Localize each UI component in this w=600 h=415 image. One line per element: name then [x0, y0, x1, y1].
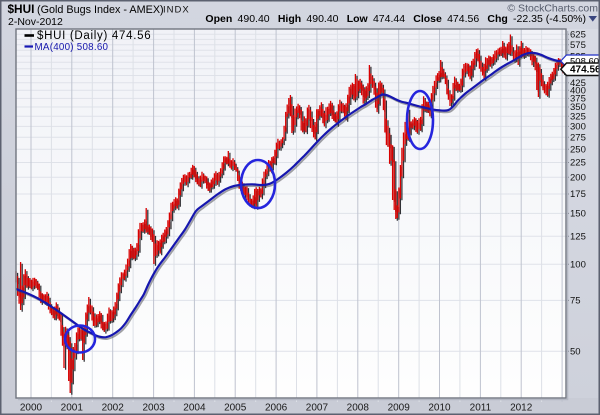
svg-text:2008: 2008 [347, 403, 370, 414]
svg-text:© StockCharts.com: © StockCharts.com [507, 3, 598, 15]
svg-text:75: 75 [570, 296, 581, 307]
svg-text:225: 225 [570, 158, 586, 169]
svg-text:$HUI: $HUI [8, 2, 35, 16]
svg-text:2010: 2010 [428, 403, 451, 414]
svg-text:425: 425 [570, 78, 586, 89]
svg-text:2012: 2012 [510, 403, 533, 414]
svg-text:2003: 2003 [142, 403, 165, 414]
svg-text:200: 200 [570, 173, 586, 184]
svg-text:Open 490.40 High 490.40 Low: Open 490.40 High 490.40 Low 474.44 Close… [205, 13, 586, 25]
svg-text:575: 575 [570, 40, 586, 51]
svg-text:250: 250 [570, 145, 586, 156]
svg-text:2009: 2009 [388, 403, 411, 414]
svg-text:2001: 2001 [61, 403, 84, 414]
svg-text:100: 100 [570, 260, 586, 271]
svg-text:508.60: 508.60 [570, 56, 599, 67]
svg-text:2000: 2000 [20, 403, 43, 414]
svg-text:(Gold Bugs Index - AMEX): (Gold Bugs Index - AMEX) [37, 4, 164, 16]
svg-text:$HUI (Daily) 474.56: $HUI (Daily) 474.56 [37, 30, 151, 42]
svg-text:325: 325 [570, 112, 586, 123]
svg-text:350: 350 [570, 102, 586, 113]
svg-text:2002: 2002 [102, 403, 125, 414]
svg-text:2011: 2011 [470, 403, 492, 414]
svg-text:2004: 2004 [183, 403, 206, 414]
svg-text:2006: 2006 [265, 403, 288, 414]
svg-text:175: 175 [570, 189, 586, 200]
svg-text:50: 50 [570, 346, 581, 357]
svg-text:2007: 2007 [306, 403, 329, 414]
svg-text:400: 400 [570, 86, 586, 97]
svg-text:625: 625 [570, 30, 586, 41]
svg-text:150: 150 [570, 209, 586, 220]
svg-text:300: 300 [570, 122, 586, 133]
svg-text:MA(400) 508.60: MA(400) 508.60 [35, 42, 109, 53]
svg-text:125: 125 [570, 231, 586, 242]
svg-text:2-Nov-2012: 2-Nov-2012 [8, 16, 63, 28]
svg-text:INDX: INDX [163, 5, 190, 16]
svg-text:474.56: 474.56 [570, 65, 600, 76]
svg-text:275: 275 [570, 133, 586, 144]
svg-text:375: 375 [570, 94, 586, 105]
svg-text:2005: 2005 [224, 403, 247, 414]
